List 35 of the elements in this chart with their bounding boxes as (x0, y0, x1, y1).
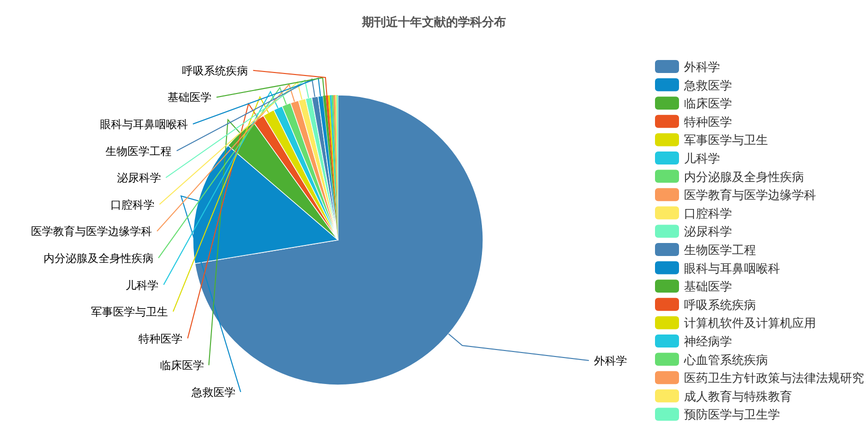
slice-label: 呼吸系统疾病 (182, 64, 248, 78)
legend-label: 神经病学 (684, 334, 732, 348)
legend-label: 成人教育与特殊教育 (684, 389, 792, 404)
legend-label: 急救医学 (683, 78, 732, 92)
legend-label: 基础医学 (684, 280, 732, 294)
slice-label: 急救医学 (190, 386, 236, 399)
legend-label: 呼吸系统疾病 (684, 298, 756, 312)
legend-label: 特种医学 (684, 114, 732, 129)
legend-label: 医学教育与医学边缘学科 (684, 188, 816, 202)
legend-label: 预防医学与卫生学 (684, 408, 780, 422)
legend-label: 儿科学 (684, 152, 720, 166)
legend-label: 军事医学与卫生 (684, 133, 768, 148)
legend-label: 眼科与耳鼻咽喉科 (684, 261, 780, 276)
legend-label: 计算机软件及计算机应用 (684, 316, 816, 330)
slice-label: 临床医学 (160, 359, 204, 372)
legend-label: 内分泌腺及全身性疾病 (684, 170, 804, 184)
slice-label: 外科学 (594, 354, 627, 368)
chart-title: 期刊近十年文献的学科分布 (361, 15, 506, 29)
slice-label: 眼科与耳鼻咽喉科 (100, 118, 188, 131)
legend-label: 医药卫生方针政策与法律法规研究 (684, 371, 864, 386)
legend-label: 心血管系统疾病 (683, 352, 768, 367)
legend-label: 生物医学工程 (684, 243, 756, 257)
slice-label: 内分泌腺及全身性疾病 (43, 252, 154, 265)
legend-label: 泌尿科学 (684, 224, 732, 239)
legend-label: 口腔科学 (684, 206, 732, 220)
slice-label: 泌尿科学 (116, 172, 161, 185)
slice-label: 儿科学 (126, 278, 159, 292)
legend-label: 外科学 (684, 60, 720, 74)
legend-label: 临床医学 (684, 96, 732, 111)
slice-label: 军事医学与卫生 (91, 306, 168, 319)
slice-label: 生物医学工程 (106, 144, 172, 158)
slice-label: 特种医学 (138, 332, 183, 346)
slice-label: 口腔科学 (110, 198, 154, 212)
slice-label: 医学教育与医学边缘学科 (31, 225, 152, 238)
slice-label: 基础医学 (167, 91, 212, 104)
